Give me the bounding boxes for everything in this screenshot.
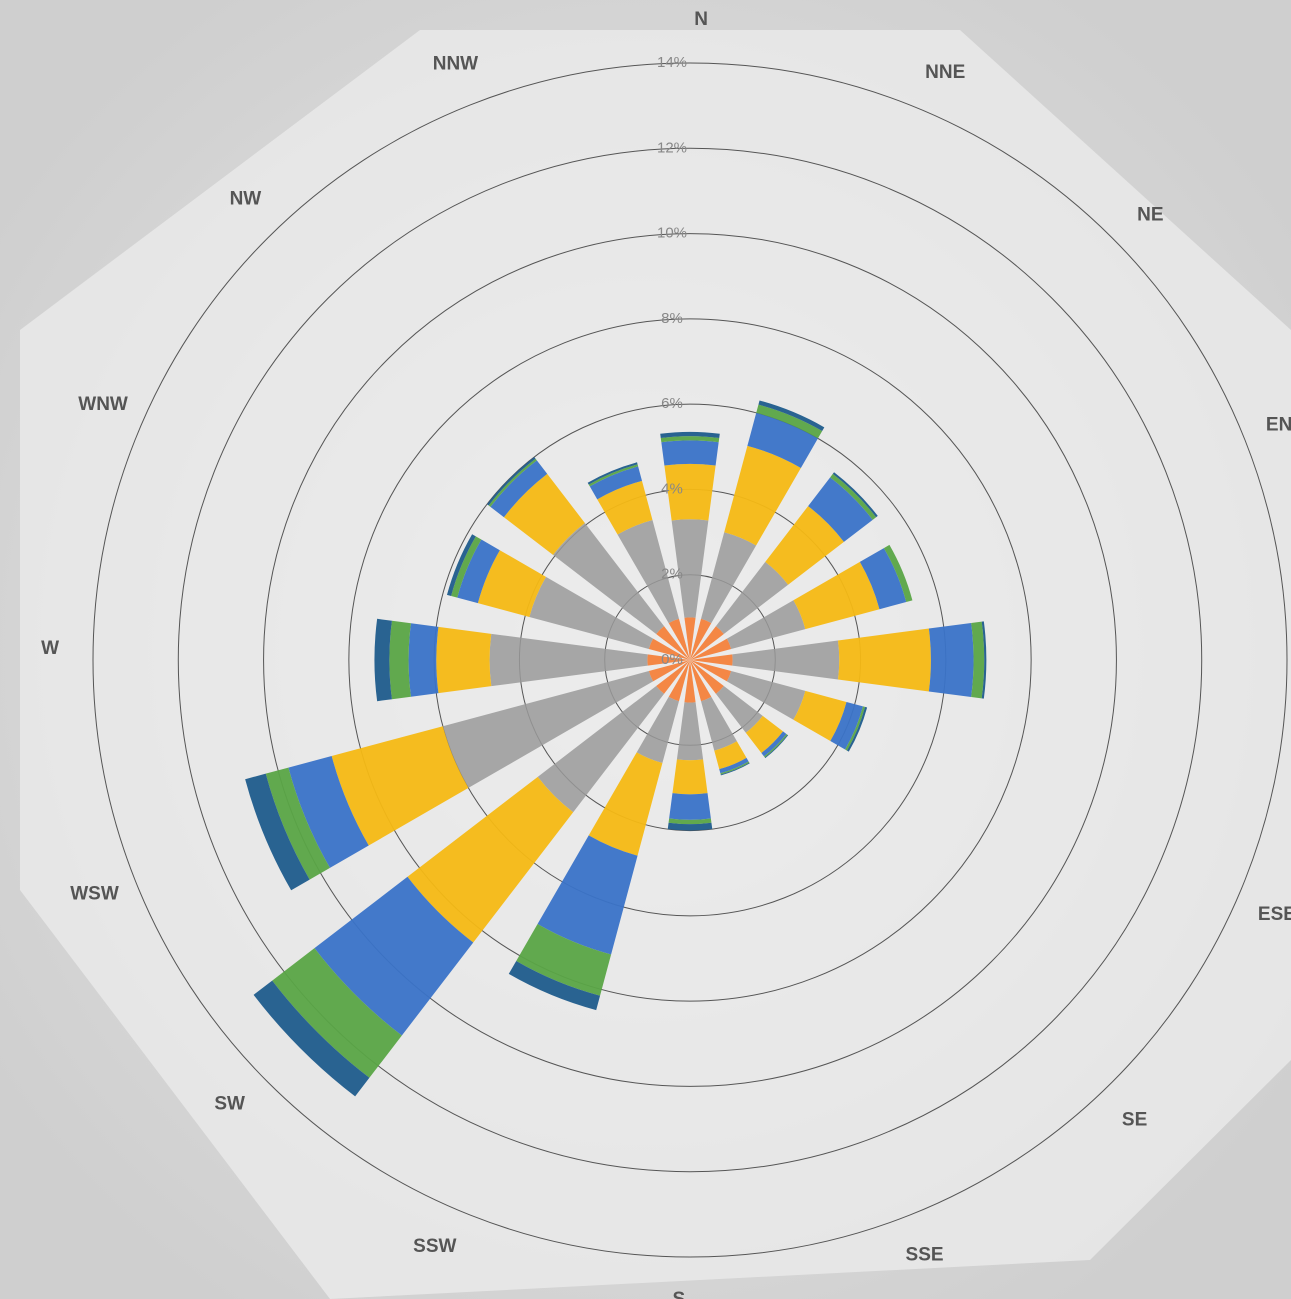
wedge-segment [669,793,711,820]
wedge-segment [389,621,411,699]
direction-label: NNW [433,54,478,75]
r-tick-label: 0% [661,651,683,668]
wedge-segment [436,627,491,693]
direction-label: S [672,1289,685,1299]
direction-label: SE [1122,1109,1147,1130]
direction-label: SW [214,1094,245,1115]
direction-label: SSW [413,1236,456,1257]
wedge-segment [661,440,718,465]
direction-label: N [694,9,708,30]
direction-label: W [41,638,59,659]
direction-label: NW [230,189,262,210]
page: 0%2%4%6%8%10%12%14%NNNENEENEEESESESSESSS… [0,0,1291,1299]
wedge-segment [672,759,707,794]
r-tick-label: 10% [657,225,687,242]
direction-label: WNW [78,394,128,415]
r-tick-label: 6% [661,395,683,412]
wedge-segment [374,619,391,701]
direction-label: NNE [925,62,965,83]
wedge-segment [929,623,974,697]
r-tick-label: 4% [661,480,683,497]
r-tick-label: 8% [661,310,683,327]
r-tick-label: 14% [657,54,687,71]
r-tick-label: 2% [661,566,683,583]
direction-label: ESE [1258,904,1291,925]
chart: 0%2%4%6%8%10%12%14%NNNENEENEEESESESSESSS… [0,0,1291,1299]
direction-label: ENE [1266,414,1291,435]
direction-label: WSW [70,884,119,905]
wedge-segment [409,623,439,696]
r-tick-label: 12% [657,139,687,156]
direction-label: SSE [906,1244,944,1265]
direction-label: NE [1137,204,1163,225]
